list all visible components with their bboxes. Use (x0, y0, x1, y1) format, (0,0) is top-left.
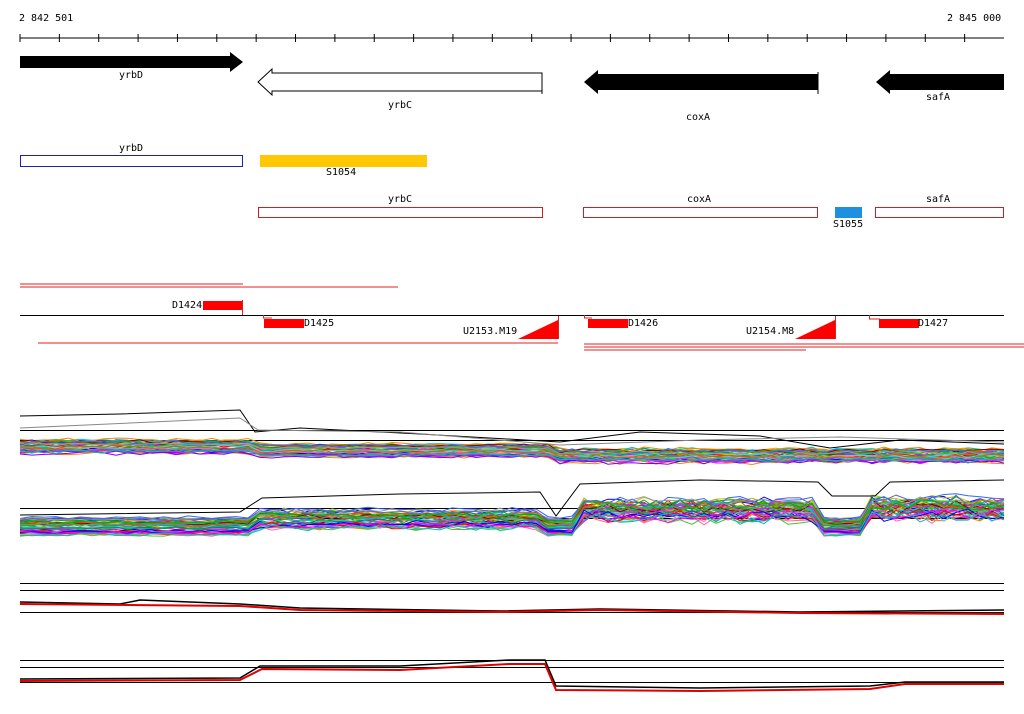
annotation-label-S1055: S1055 (833, 219, 864, 230)
annotation-box-S1055[interactable] (835, 207, 862, 218)
gene-label-coxA: coxA (686, 112, 711, 123)
gene-arrow-safA[interactable] (876, 70, 1004, 94)
annotation-box-yrbC[interactable] (258, 207, 543, 218)
ruler-start-label: 2 842 501 (19, 13, 74, 24)
ruler-axis (19, 34, 1004, 42)
feature-D1424[interactable] (203, 301, 242, 310)
expression-panel-2 (19, 479, 1005, 537)
expression-panel-3 (19, 583, 1005, 615)
annotation-label-S1054: S1054 (326, 167, 357, 178)
gene-arrow-yrbC[interactable] (257, 67, 543, 97)
annotation-label-yrbD: yrbD (119, 143, 144, 154)
feature-D1427[interactable] (879, 319, 919, 328)
gene-label-safA: safA (926, 92, 951, 103)
feature-U2153[interactable] (518, 320, 558, 339)
feature-label-D1426: D1426 (628, 318, 659, 329)
feature-label-U2154: U2154.M8 (746, 326, 795, 337)
feature-D1425[interactable] (264, 319, 304, 328)
feature-label-D1425: D1425 (304, 318, 335, 329)
gene-arrow-coxA[interactable] (584, 70, 818, 94)
expression-panel-4 (19, 659, 1004, 693)
annotation-label-safA: safA (926, 194, 951, 205)
feature-label-D1424: D1424 (172, 300, 203, 311)
annotation-box-safA[interactable] (875, 207, 1004, 218)
coverage-lines (20, 283, 1024, 351)
annotation-box-S1054[interactable] (260, 155, 427, 167)
annotation-label-yrbC: yrbC (388, 194, 413, 205)
gene-label-yrbD: yrbD (119, 70, 144, 81)
gene-arrow-yrbD[interactable] (20, 52, 243, 72)
feature-label-U2153: U2153.M19 (463, 326, 518, 337)
expression-panel-1 (19, 409, 1005, 466)
annotation-box-coxA[interactable] (583, 207, 818, 218)
annotation-label-coxA: coxA (687, 194, 712, 205)
feature-D1426[interactable] (588, 319, 628, 328)
annotation-box-yrbD[interactable] (20, 155, 243, 167)
gene-label-yrbC: yrbC (388, 100, 413, 111)
feature-label-D1427: D1427 (918, 318, 949, 329)
feature-U2154[interactable] (795, 320, 835, 339)
ruler-end-label: 2 845 000 (947, 13, 1002, 24)
